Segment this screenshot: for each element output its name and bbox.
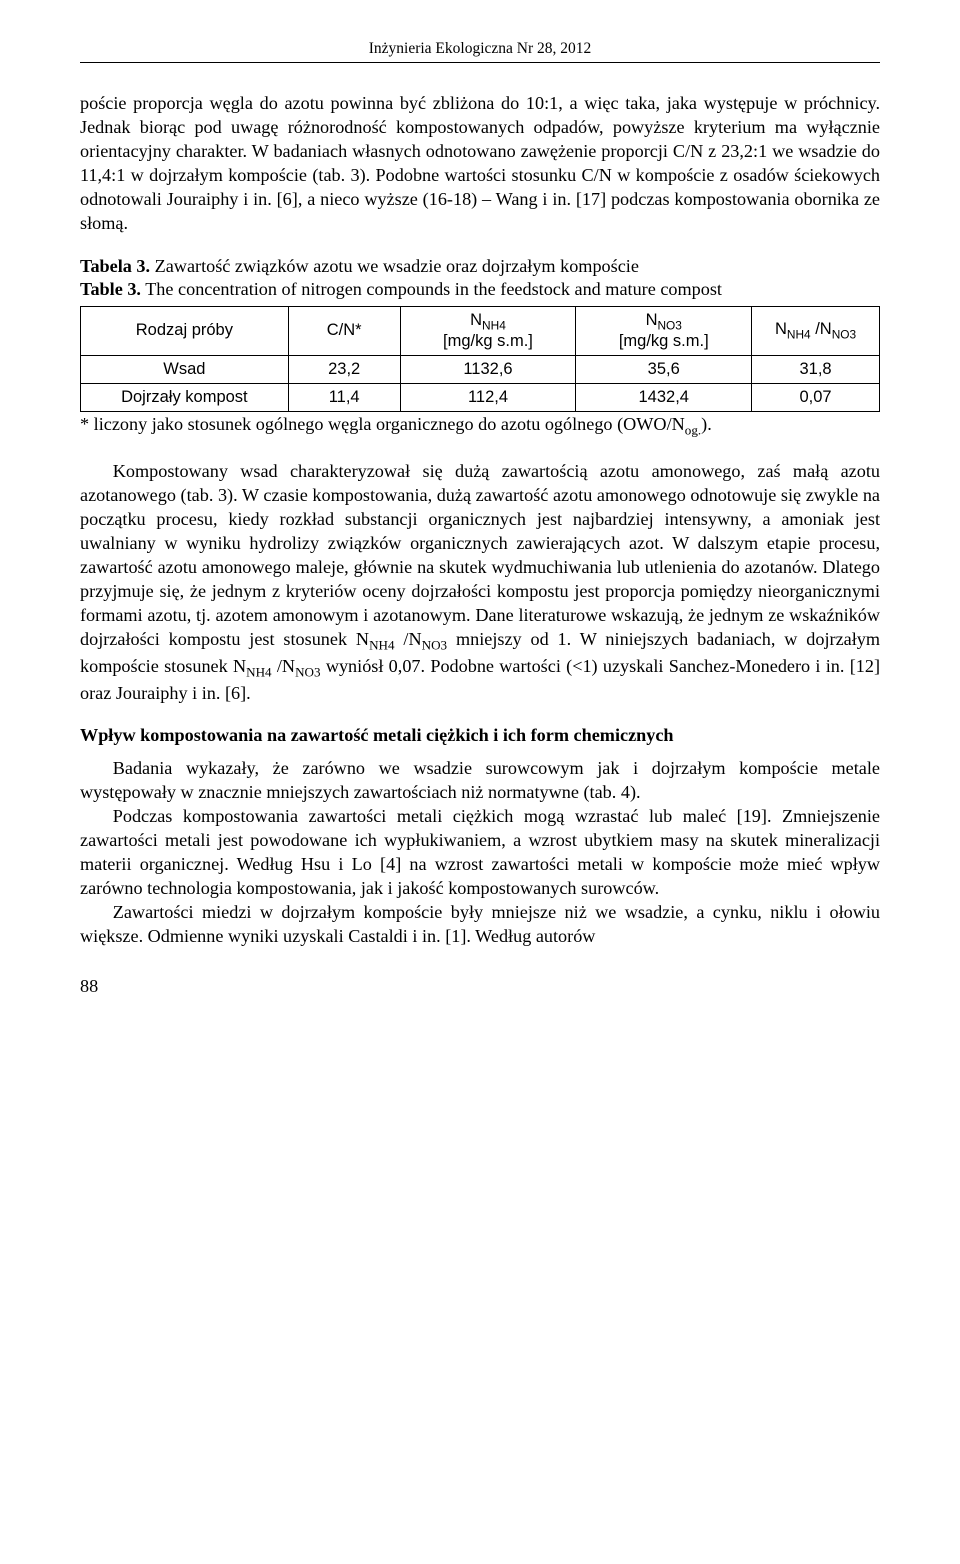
table-row: Wsad 23,2 1132,6 35,6 31,8 <box>81 355 880 383</box>
paragraph-4-text: Podczas kompostowania zawartości metali … <box>80 804 880 900</box>
paragraph-2-text: Kompostowany wsad charakteryzował się du… <box>80 459 880 705</box>
cell: Wsad <box>81 355 289 383</box>
table3-note: * liczony jako stosunek ogólnego węgla o… <box>80 414 880 439</box>
paragraph-4: Podczas kompostowania zawartości metali … <box>80 804 880 900</box>
th-cn: C/N* <box>288 306 400 355</box>
table-header-row: Rodzaj próby C/N* NNH4[mg/kg s.m.] NNO3[… <box>81 306 880 355</box>
running-head: Inżynieria Ekologiczna Nr 28, 2012 <box>80 40 880 63</box>
table3-caption: Tabela 3. Zawartość związków azotu we ws… <box>80 255 880 302</box>
paragraph-5: Zawartości miedzi w dojrzałym kompoście … <box>80 900 880 948</box>
caption-en-text: The concentration of nitrogen compounds … <box>141 279 722 299</box>
paragraph-1: poście proporcja węgla do azotu powinna … <box>80 91 880 235</box>
paragraph-1-text: poście proporcja węgla do azotu powinna … <box>80 91 880 235</box>
caption-pl-text: Zawartość związków azotu we wsadzie oraz… <box>150 256 639 276</box>
cell: 1432,4 <box>576 383 752 411</box>
th-no3: NNO3[mg/kg s.m.] <box>576 306 752 355</box>
th-ratio: NNH4 /NNO3 <box>752 306 880 355</box>
th-sample: Rodzaj próby <box>81 306 289 355</box>
cell: 31,8 <box>752 355 880 383</box>
cell: Dojrzały kompost <box>81 383 289 411</box>
paragraph-5-text: Zawartości miedzi w dojrzałym kompoście … <box>80 900 880 948</box>
th-nh4: NNH4[mg/kg s.m.] <box>400 306 576 355</box>
table-row: Dojrzały kompost 11,4 112,4 1432,4 0,07 <box>81 383 880 411</box>
cell: 11,4 <box>288 383 400 411</box>
paragraph-3-text: Badania wykazały, że zarówno we wsadzie … <box>80 756 880 804</box>
paragraph-2: Kompostowany wsad charakteryzował się du… <box>80 459 880 705</box>
cell: 112,4 <box>400 383 576 411</box>
paragraph-3: Badania wykazały, że zarówno we wsadzie … <box>80 756 880 804</box>
section-heading: Wpływ kompostowania na zawartość metali … <box>80 725 880 746</box>
cell: 23,2 <box>288 355 400 383</box>
table3: Rodzaj próby C/N* NNH4[mg/kg s.m.] NNO3[… <box>80 306 880 412</box>
cell: 1132,6 <box>400 355 576 383</box>
caption-en-label: Table 3. <box>80 279 141 299</box>
cell: 35,6 <box>576 355 752 383</box>
page-number: 88 <box>80 976 880 997</box>
cell: 0,07 <box>752 383 880 411</box>
caption-pl-label: Tabela 3. <box>80 256 150 276</box>
page: Inżynieria Ekologiczna Nr 28, 2012 pości… <box>0 0 960 1037</box>
